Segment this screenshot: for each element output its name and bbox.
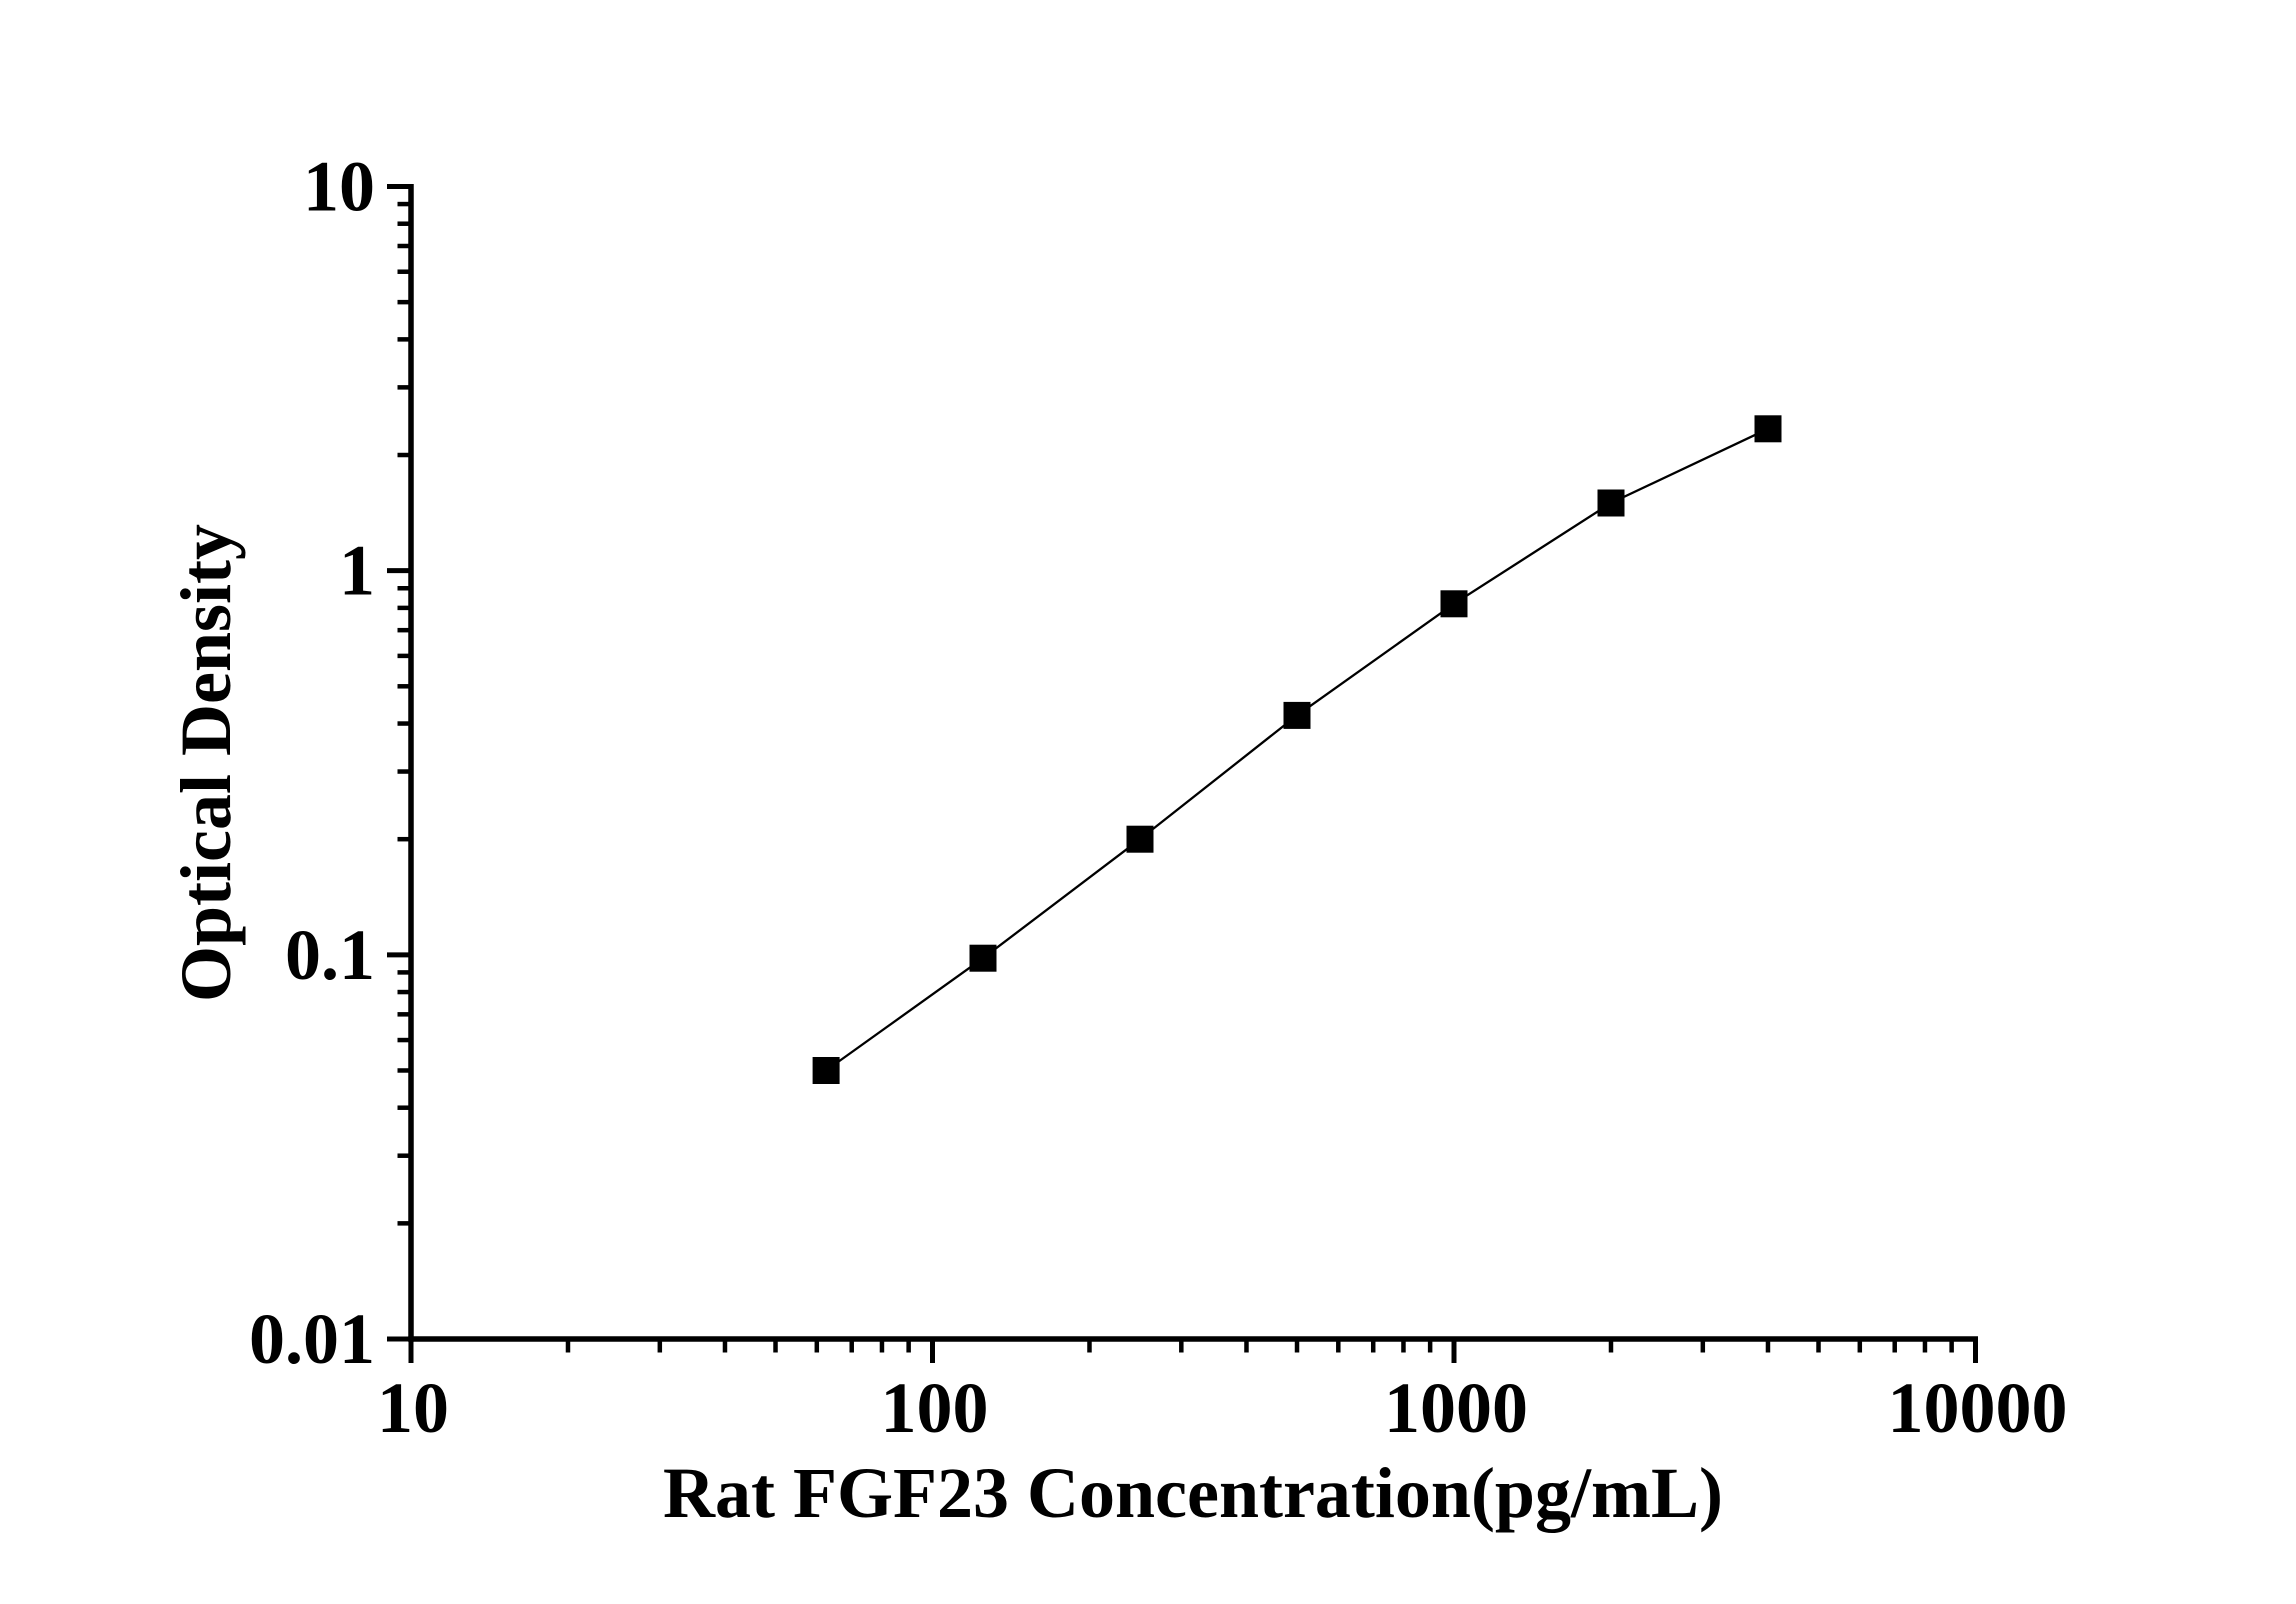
x-tick-label: 10000	[1888, 1368, 2068, 1448]
y-axis-title: Optical Density	[166, 524, 246, 1002]
y-tick-label: 0.1	[285, 915, 375, 995]
data-point-marker	[1597, 489, 1625, 517]
series-line	[825, 427, 1769, 1072]
data-point-marker	[1440, 590, 1468, 618]
data-series	[812, 415, 1782, 1084]
data-point-marker	[1754, 415, 1782, 443]
y-tick-label: 0.01	[249, 1299, 375, 1379]
y-tick-label: 1	[339, 531, 375, 611]
x-tick-label: 100	[881, 1368, 989, 1448]
data-point-marker	[1283, 701, 1311, 729]
x-axis-title: Rat FGF23 Concentration(pg/mL)	[663, 1453, 1723, 1533]
y-tick-label: 10	[303, 146, 375, 226]
x-axis: 10 100 1000 10000	[377, 1336, 2068, 1448]
data-point-marker	[812, 1057, 840, 1084]
data-point-marker	[969, 944, 997, 972]
y-axis: 0.01 0.1 1 10	[249, 146, 414, 1379]
data-point-marker	[1126, 825, 1154, 853]
x-tick-label: 1000	[1384, 1368, 1528, 1448]
x-tick-label: 10	[377, 1368, 449, 1448]
